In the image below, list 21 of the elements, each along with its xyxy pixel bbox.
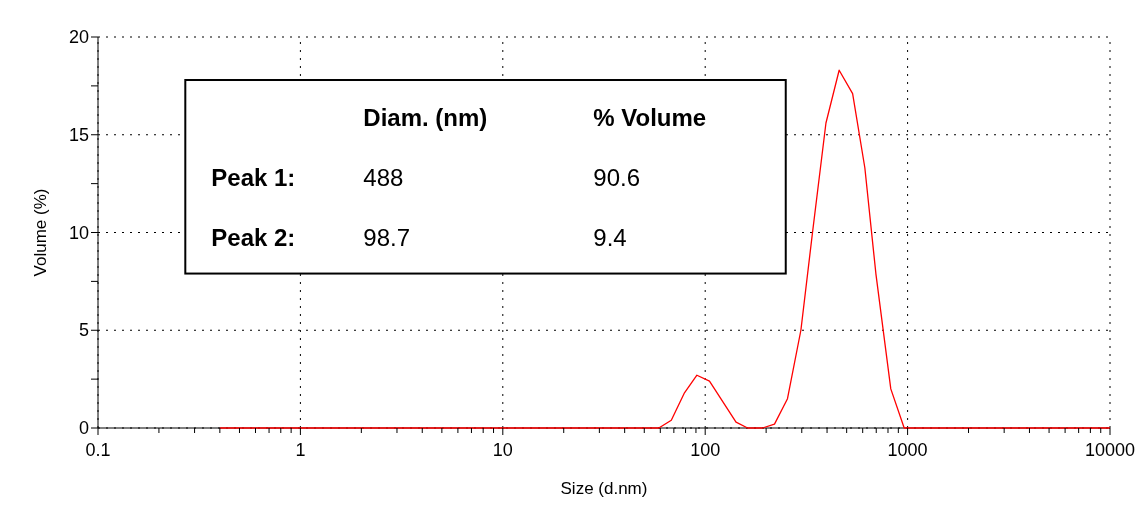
x-tick-label: 100 <box>690 440 721 460</box>
y-tick-label: 10 <box>68 222 89 243</box>
y-axis-title: Volume (%) <box>31 188 50 277</box>
annotation: Peak 1: <box>211 164 296 192</box>
annotation: % Volume <box>593 104 707 132</box>
y-tick-label: 15 <box>68 124 89 145</box>
annotation: Peak 2: <box>211 224 296 252</box>
x-axis-title: Size (d.nm) <box>560 479 648 498</box>
y-tick-label: 20 <box>68 27 89 47</box>
x-tick-label: 10000 <box>1084 440 1136 460</box>
annotation: 90.6 <box>593 164 641 192</box>
annotation: 9.4 <box>593 224 627 252</box>
x-tick-label: 1000 <box>887 440 928 460</box>
y-tick-label: 0 <box>78 418 89 438</box>
annotation: 488 <box>363 164 404 192</box>
x-tick-label: 10 <box>492 440 513 460</box>
annotation: 98.7 <box>363 224 411 252</box>
y-tick-label: 5 <box>78 320 89 341</box>
x-tick-label: 1 <box>295 440 306 460</box>
annotation: Diam. (nm) <box>363 104 488 132</box>
x-tick-label: 0.1 <box>85 440 111 460</box>
